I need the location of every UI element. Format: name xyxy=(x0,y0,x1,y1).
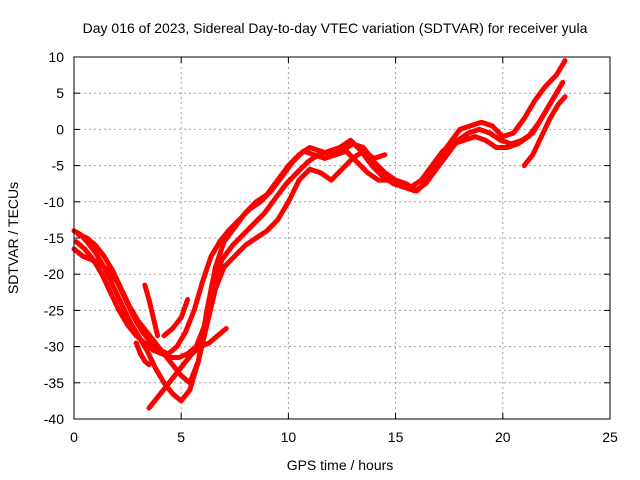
grid xyxy=(74,57,610,419)
x-tick-label: 25 xyxy=(602,429,618,445)
x-tick-label: 15 xyxy=(388,429,404,445)
y-tick-label: -5 xyxy=(52,158,65,174)
tick-labels: 0 5 10 15 20 25 -40 -35 -30 -25 -20 -15 -10 -5 0 5 10 xyxy=(44,49,618,445)
y-tick-label: -20 xyxy=(44,266,64,282)
y-tick-label: 10 xyxy=(48,49,64,65)
series-line-satellite-track-3 xyxy=(71,87,561,357)
x-tick-label: 20 xyxy=(495,429,511,445)
x-tick-label: 0 xyxy=(70,429,78,445)
chart-title: Day 016 of 2023, Sidereal Day-to-day VTE… xyxy=(83,20,588,36)
y-tick-label: 5 xyxy=(56,85,64,101)
x-tick-label: 5 xyxy=(177,429,185,445)
series-line-satellite-track-8 xyxy=(521,94,568,169)
series-line-satellite-track-5 xyxy=(146,326,229,411)
y-tick-label: -15 xyxy=(44,230,64,246)
series-layer xyxy=(71,58,568,411)
series-line-satellite-track-4 xyxy=(75,148,388,386)
y-tick-label: -35 xyxy=(44,375,64,391)
series-line-satellite-track-7 xyxy=(142,282,161,339)
y-tick-label: -30 xyxy=(44,339,64,355)
y-tick-label: -40 xyxy=(44,411,64,427)
series-line-satellite-track-9 xyxy=(161,297,191,339)
series-line-satellite-track-6 xyxy=(133,340,152,368)
y-tick-label: -25 xyxy=(44,302,64,318)
y-tick-label: -10 xyxy=(44,194,64,210)
y-tick-label: 0 xyxy=(56,121,64,137)
y-axis-label: SDTVAR / TECUs xyxy=(5,182,21,294)
x-axis-label: GPS time / hours xyxy=(287,457,394,473)
tick-marks xyxy=(73,56,611,420)
x-tick-label: 10 xyxy=(281,429,297,445)
series-line-satellite-track-2 xyxy=(73,79,566,360)
